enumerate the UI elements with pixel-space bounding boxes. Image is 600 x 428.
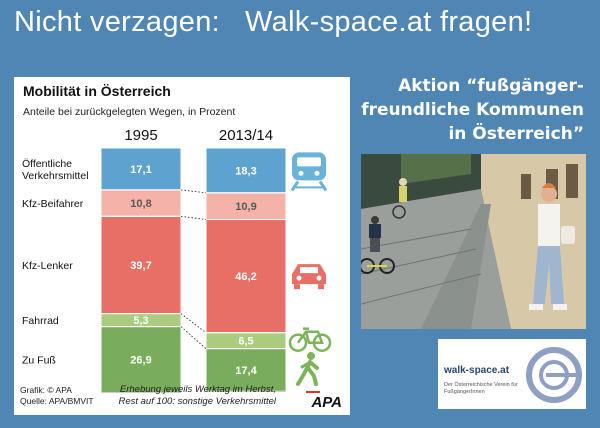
chart-title: Mobilität in Österreich	[23, 83, 171, 99]
data-label-4-0: 26,9	[130, 355, 151, 367]
connector-line-1	[180, 215, 207, 220]
walk-space-logo-icon	[526, 347, 582, 403]
bar-segment-1-0	[100, 189, 182, 217]
data-label-1-1: 10,9	[235, 201, 256, 213]
headline: Nicht verzagen: Walk-space.at fragen!	[14, 6, 533, 38]
street-scene-image	[361, 154, 586, 329]
chart-panel: Mobilität in Österreich Anteile bei zurüc…	[14, 77, 350, 415]
series-label-4: Zu Fuß	[22, 355, 56, 367]
series-label-0-line-0: Öffentliche	[22, 158, 72, 170]
mobility-chart: Mobilität in Österreich Anteile bei zurüc…	[20, 83, 342, 411]
data-label-3-1: 6,5	[238, 336, 253, 348]
series-label-3: Fahrrad	[22, 315, 59, 327]
campaign-title: Aktion “fußgänger-freundliche Kommunen i…	[361, 76, 584, 144]
series-label-1: Kfz-Beifahrer	[22, 198, 84, 210]
connector-line-3	[180, 326, 207, 349]
car-icon	[292, 264, 326, 290]
train-icon	[290, 152, 328, 192]
footnote-line-0: Erhebung jeweils Werktag im Herbst,	[120, 384, 276, 395]
bar-segment-4-1	[205, 348, 287, 392]
data-label-2-0: 39,7	[130, 260, 151, 272]
bar-segment-0-1	[205, 147, 287, 194]
logo-subtitle: Der Österreichische Verein für Fußgänger…	[444, 382, 518, 395]
chart-subtitle: Anteile bei zurückgelegten Wegen, in Pro…	[23, 106, 235, 118]
bar-segment-0-0	[100, 147, 182, 191]
pedestrian-icon	[296, 351, 319, 386]
data-label-1-0: 10,8	[130, 198, 151, 210]
connector-line-0	[180, 189, 207, 194]
footnote-line-1: Rest auf 100: sonstige Verkehrsmittel	[118, 396, 276, 407]
street-photo	[361, 154, 586, 329]
logo-title: walk-space.at	[444, 365, 510, 376]
data-label-0-0: 17,1	[130, 164, 151, 176]
series-label-2: Kfz-Lenker	[22, 260, 73, 272]
walk-space-logo[interactable]: walk-space.at Der Österreichische Verein…	[438, 339, 586, 409]
data-label-2-1: 46,2	[235, 271, 256, 283]
bicycle-icon	[288, 327, 332, 352]
apa-logo: APA	[310, 394, 342, 411]
category-label-0: 1995	[124, 127, 157, 144]
category-label-1: 2013/14	[219, 127, 273, 144]
data-label-3-0: 5,3	[133, 315, 148, 327]
source-line-1: Quelle: APA/BMVIT	[20, 396, 94, 406]
source-line-0: Grafik: © APA	[20, 385, 72, 395]
series-label-0-line-1: Verkehrsmittel	[22, 170, 89, 182]
data-label-4-1: 17,4	[235, 365, 257, 377]
data-label-0-1: 18,3	[235, 165, 256, 177]
